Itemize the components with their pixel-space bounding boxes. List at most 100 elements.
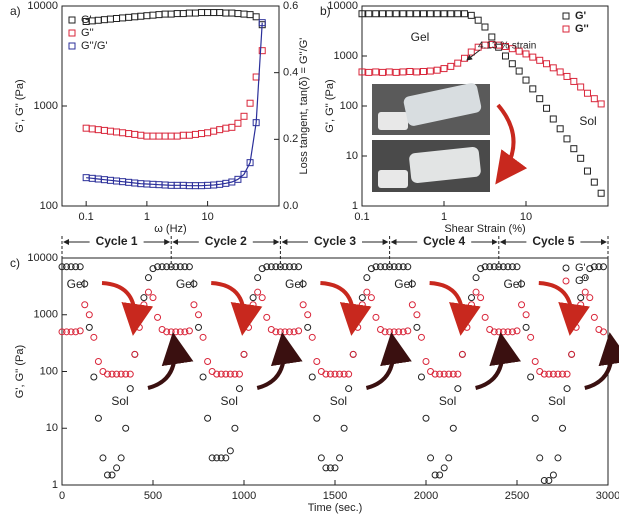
data-point	[433, 66, 441, 74]
data-point	[81, 301, 89, 309]
y-tick-label: 1000	[34, 309, 58, 321]
red-arrow	[538, 281, 590, 336]
data-point	[379, 10, 387, 18]
data-point	[390, 263, 398, 271]
data-point	[597, 100, 605, 108]
data-point	[94, 414, 102, 422]
annotation: Sol	[439, 394, 456, 408]
data-point	[191, 9, 199, 17]
data-point	[173, 132, 181, 140]
data-point	[549, 471, 557, 479]
data-point	[570, 145, 578, 153]
data-point	[518, 280, 526, 288]
data-point	[181, 263, 189, 271]
data-point	[272, 263, 280, 271]
data-point	[204, 414, 212, 422]
data-point	[559, 370, 566, 378]
data-point	[286, 263, 293, 271]
data-point	[599, 263, 607, 271]
data-point	[222, 124, 230, 132]
data-point	[345, 370, 353, 378]
data-point	[252, 13, 260, 21]
data-point	[417, 373, 425, 381]
data-point	[204, 129, 212, 137]
x-tick-label: 2000	[414, 490, 438, 502]
data-point	[63, 263, 71, 271]
data-point	[144, 274, 152, 282]
data-point	[254, 274, 262, 282]
legend-marker	[68, 42, 76, 50]
data-point	[436, 471, 444, 479]
data-point	[522, 50, 530, 58]
data-point	[431, 370, 439, 378]
data-point	[583, 167, 591, 175]
data-point	[504, 263, 512, 271]
data-point	[449, 370, 457, 378]
data-point	[501, 52, 509, 60]
data-point	[76, 263, 84, 271]
data-point	[167, 132, 175, 140]
data-point	[317, 368, 325, 375]
x-tick-label: 1	[441, 211, 447, 223]
data-point	[358, 10, 366, 18]
data-point	[326, 370, 334, 378]
legend-marker	[562, 264, 570, 272]
data-point	[158, 263, 166, 271]
data-point	[413, 323, 421, 331]
data-point	[217, 454, 225, 462]
data-point	[449, 424, 457, 432]
data-point	[104, 370, 111, 378]
data-point	[90, 333, 98, 341]
data-point	[531, 358, 539, 366]
data-point	[217, 370, 225, 378]
data-point	[363, 288, 371, 296]
data-point	[119, 129, 127, 137]
data-point	[379, 68, 387, 76]
x-tick-label: 0.1	[79, 211, 94, 223]
data-point	[126, 370, 134, 378]
data-point	[154, 263, 162, 271]
data-point	[231, 370, 239, 378]
data-point	[570, 77, 578, 85]
panel-label: c)	[10, 256, 20, 270]
data-point	[590, 95, 598, 103]
data-point	[495, 41, 503, 49]
data-point	[173, 10, 181, 18]
x-axis-label: Time (sec.)	[308, 502, 363, 514]
data-point	[290, 263, 298, 271]
data-point	[140, 301, 148, 309]
x-tick-label: 1	[144, 211, 150, 223]
data-point	[58, 328, 66, 336]
data-point	[258, 19, 266, 27]
data-point	[137, 12, 145, 20]
data-point	[590, 263, 598, 271]
data-point	[445, 454, 453, 462]
data-point	[422, 414, 430, 422]
data-point	[331, 464, 339, 472]
annotation: Gel	[503, 277, 522, 291]
data-point	[392, 10, 400, 18]
data-point	[399, 263, 407, 271]
data-point	[454, 370, 462, 378]
data-point	[488, 40, 496, 48]
data-point	[131, 350, 139, 358]
data-point	[581, 288, 589, 296]
data-point	[190, 280, 198, 288]
data-point	[208, 454, 216, 462]
plot-frame	[61, 5, 280, 207]
data-point	[204, 358, 212, 366]
data-point	[354, 316, 362, 324]
x-tick-label: 1500	[323, 490, 347, 502]
data-point	[454, 59, 462, 67]
data-point	[572, 323, 580, 331]
data-point	[445, 370, 453, 378]
data-point	[367, 265, 375, 273]
data-point	[204, 9, 212, 17]
annotation: Sol	[579, 114, 596, 128]
dark-arrow	[365, 332, 412, 390]
data-point	[536, 368, 544, 375]
x-tick-label: 0	[59, 490, 65, 502]
data-point	[463, 323, 471, 331]
data-point	[577, 301, 585, 309]
